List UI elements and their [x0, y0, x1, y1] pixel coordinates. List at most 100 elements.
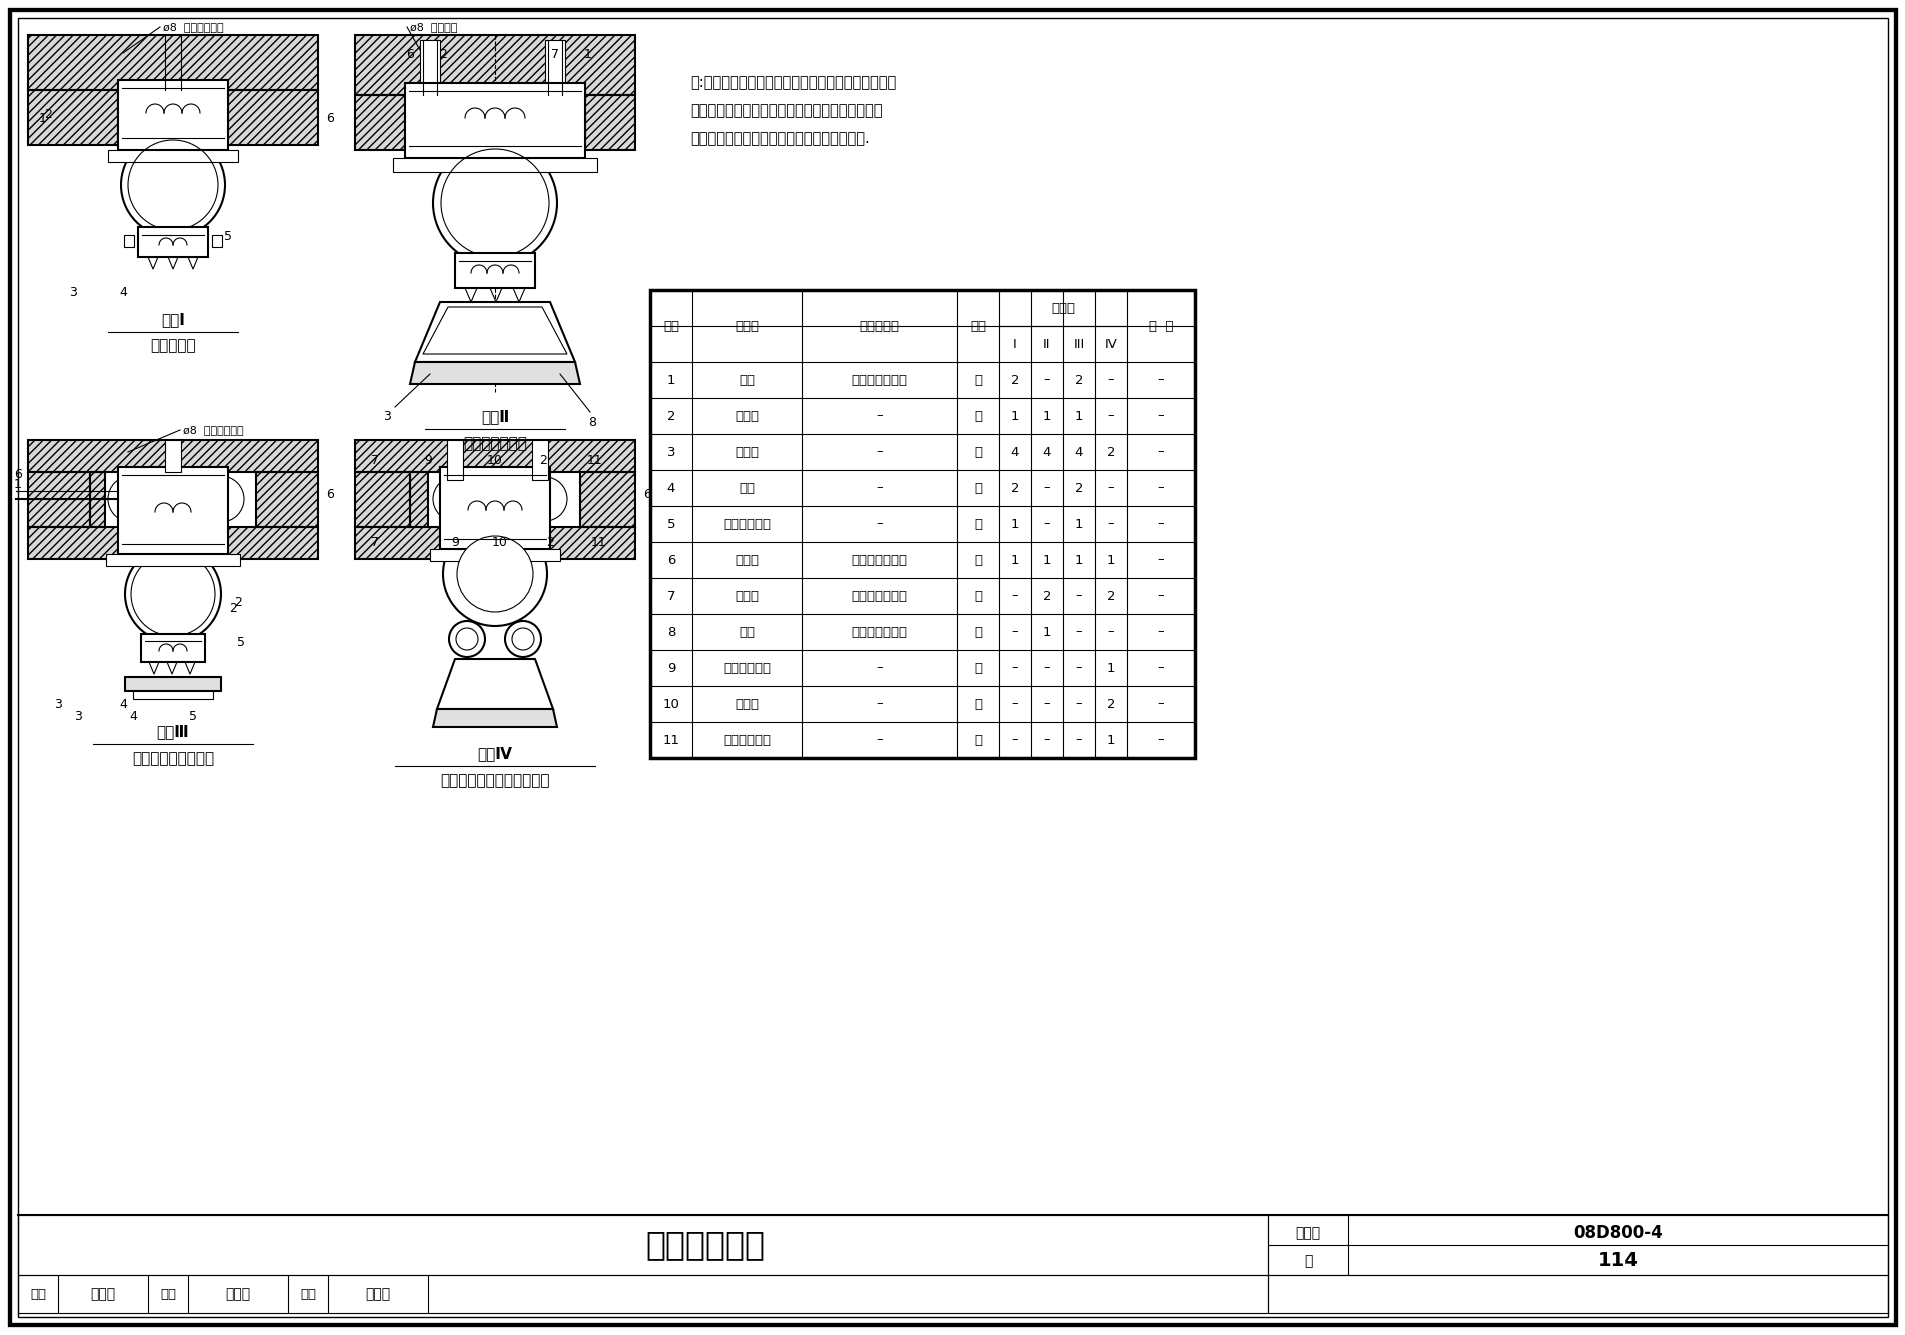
- Bar: [29, 527, 318, 559]
- Text: 木螺钉: 木螺钉: [735, 697, 758, 710]
- Text: –: –: [876, 733, 882, 746]
- Bar: [354, 527, 634, 559]
- Text: –: –: [1074, 733, 1082, 746]
- Bar: [579, 473, 634, 527]
- Text: 2: 2: [1042, 590, 1052, 602]
- Bar: [229, 89, 318, 146]
- Text: –: –: [1107, 482, 1114, 494]
- Text: 数　量: 数 量: [1050, 302, 1074, 315]
- Text: 1: 1: [1010, 554, 1019, 566]
- Text: –: –: [1107, 410, 1114, 422]
- Text: 备  注: 备 注: [1149, 319, 1173, 332]
- Text: 塑料管、塑料盒、圆塑料台: 塑料管、塑料盒、圆塑料台: [440, 773, 549, 789]
- Text: 3: 3: [69, 286, 76, 299]
- Text: 塑料管、塑料盒: 塑料管、塑料盒: [463, 437, 526, 451]
- Text: 1: 1: [38, 112, 48, 124]
- Circle shape: [432, 477, 476, 521]
- Text: 编号: 编号: [663, 319, 678, 332]
- Bar: [192, 473, 208, 527]
- Text: –: –: [1044, 733, 1050, 746]
- Bar: [431, 549, 560, 561]
- Text: –: –: [1107, 518, 1114, 530]
- Polygon shape: [410, 362, 579, 384]
- Bar: [29, 473, 90, 527]
- Text: 4: 4: [667, 482, 674, 494]
- Text: 7: 7: [667, 590, 674, 602]
- Bar: [585, 95, 634, 150]
- Text: –: –: [1156, 697, 1164, 710]
- Text: 个: 个: [973, 626, 981, 638]
- Text: 校对: 校对: [160, 1287, 175, 1300]
- Text: –: –: [876, 410, 882, 422]
- Text: 方案Ⅱ: 方案Ⅱ: [480, 410, 509, 425]
- Text: 2: 2: [229, 602, 236, 615]
- Text: 由工程设计确定: 由工程设计确定: [852, 554, 907, 566]
- Text: 设计: 设计: [299, 1287, 316, 1300]
- Bar: [455, 254, 535, 288]
- Bar: [17, 1275, 1267, 1314]
- Bar: [166, 441, 181, 473]
- Bar: [579, 473, 634, 527]
- Circle shape: [432, 142, 556, 266]
- Bar: [512, 473, 531, 527]
- Bar: [255, 473, 318, 527]
- Text: 方案Ⅰ: 方案Ⅰ: [162, 312, 185, 327]
- Bar: [354, 473, 410, 527]
- Text: 8: 8: [587, 415, 596, 429]
- Text: 1: 1: [1074, 554, 1082, 566]
- Text: 2: 2: [667, 410, 674, 422]
- Text: 由工程设计确定: 由工程设计确定: [852, 626, 907, 638]
- Text: –: –: [1012, 697, 1017, 710]
- Text: 2: 2: [545, 537, 554, 550]
- Text: 3: 3: [667, 446, 674, 458]
- Bar: [1267, 1215, 1888, 1275]
- Text: 1: 1: [667, 374, 674, 387]
- Text: 圆塑料台外台: 圆塑料台外台: [722, 662, 772, 674]
- Polygon shape: [415, 302, 575, 362]
- Text: 型号及规格: 型号及规格: [859, 319, 899, 332]
- Text: 5: 5: [225, 231, 232, 243]
- Text: 10: 10: [663, 697, 678, 710]
- Text: 个: 个: [973, 410, 981, 422]
- Text: 圆木台: 圆木台: [735, 410, 758, 422]
- Text: 2: 2: [1107, 446, 1114, 458]
- Text: IV: IV: [1105, 338, 1116, 351]
- Text: 4: 4: [1042, 446, 1052, 458]
- Bar: [118, 467, 229, 554]
- Text: –: –: [1156, 446, 1164, 458]
- Text: 王德志: 王德志: [90, 1287, 116, 1302]
- Bar: [512, 473, 531, 527]
- Text: 2: 2: [1074, 482, 1082, 494]
- Text: 1: 1: [1010, 410, 1019, 422]
- Circle shape: [505, 621, 541, 657]
- Bar: [229, 89, 318, 146]
- Text: ø8  圆钢套丝: ø8 圆钢套丝: [410, 21, 457, 32]
- Bar: [29, 89, 118, 146]
- Bar: [1267, 1275, 1888, 1314]
- Text: –: –: [1107, 626, 1114, 638]
- Text: 个: 个: [973, 697, 981, 710]
- Text: 6: 6: [406, 48, 413, 61]
- Text: II: II: [1042, 338, 1050, 351]
- Text: 4: 4: [118, 286, 128, 299]
- Circle shape: [109, 477, 154, 522]
- Text: –: –: [876, 446, 882, 458]
- Text: 5: 5: [667, 518, 674, 530]
- Text: –: –: [1044, 482, 1050, 494]
- Bar: [29, 441, 318, 473]
- Text: 接线盒: 接线盒: [735, 554, 758, 566]
- Circle shape: [126, 546, 221, 642]
- Text: 1: 1: [583, 48, 592, 61]
- Bar: [17, 1215, 1267, 1275]
- Text: –: –: [1074, 662, 1082, 674]
- Text: 2: 2: [1107, 697, 1114, 710]
- Bar: [392, 158, 596, 172]
- Text: 页: 页: [1303, 1254, 1311, 1268]
- Text: 4: 4: [1010, 446, 1019, 458]
- Bar: [354, 441, 634, 473]
- Text: 2: 2: [1074, 374, 1082, 387]
- Text: 灯具: 灯具: [739, 626, 754, 638]
- Text: 2: 2: [539, 454, 547, 466]
- Bar: [90, 473, 105, 527]
- Bar: [545, 40, 564, 95]
